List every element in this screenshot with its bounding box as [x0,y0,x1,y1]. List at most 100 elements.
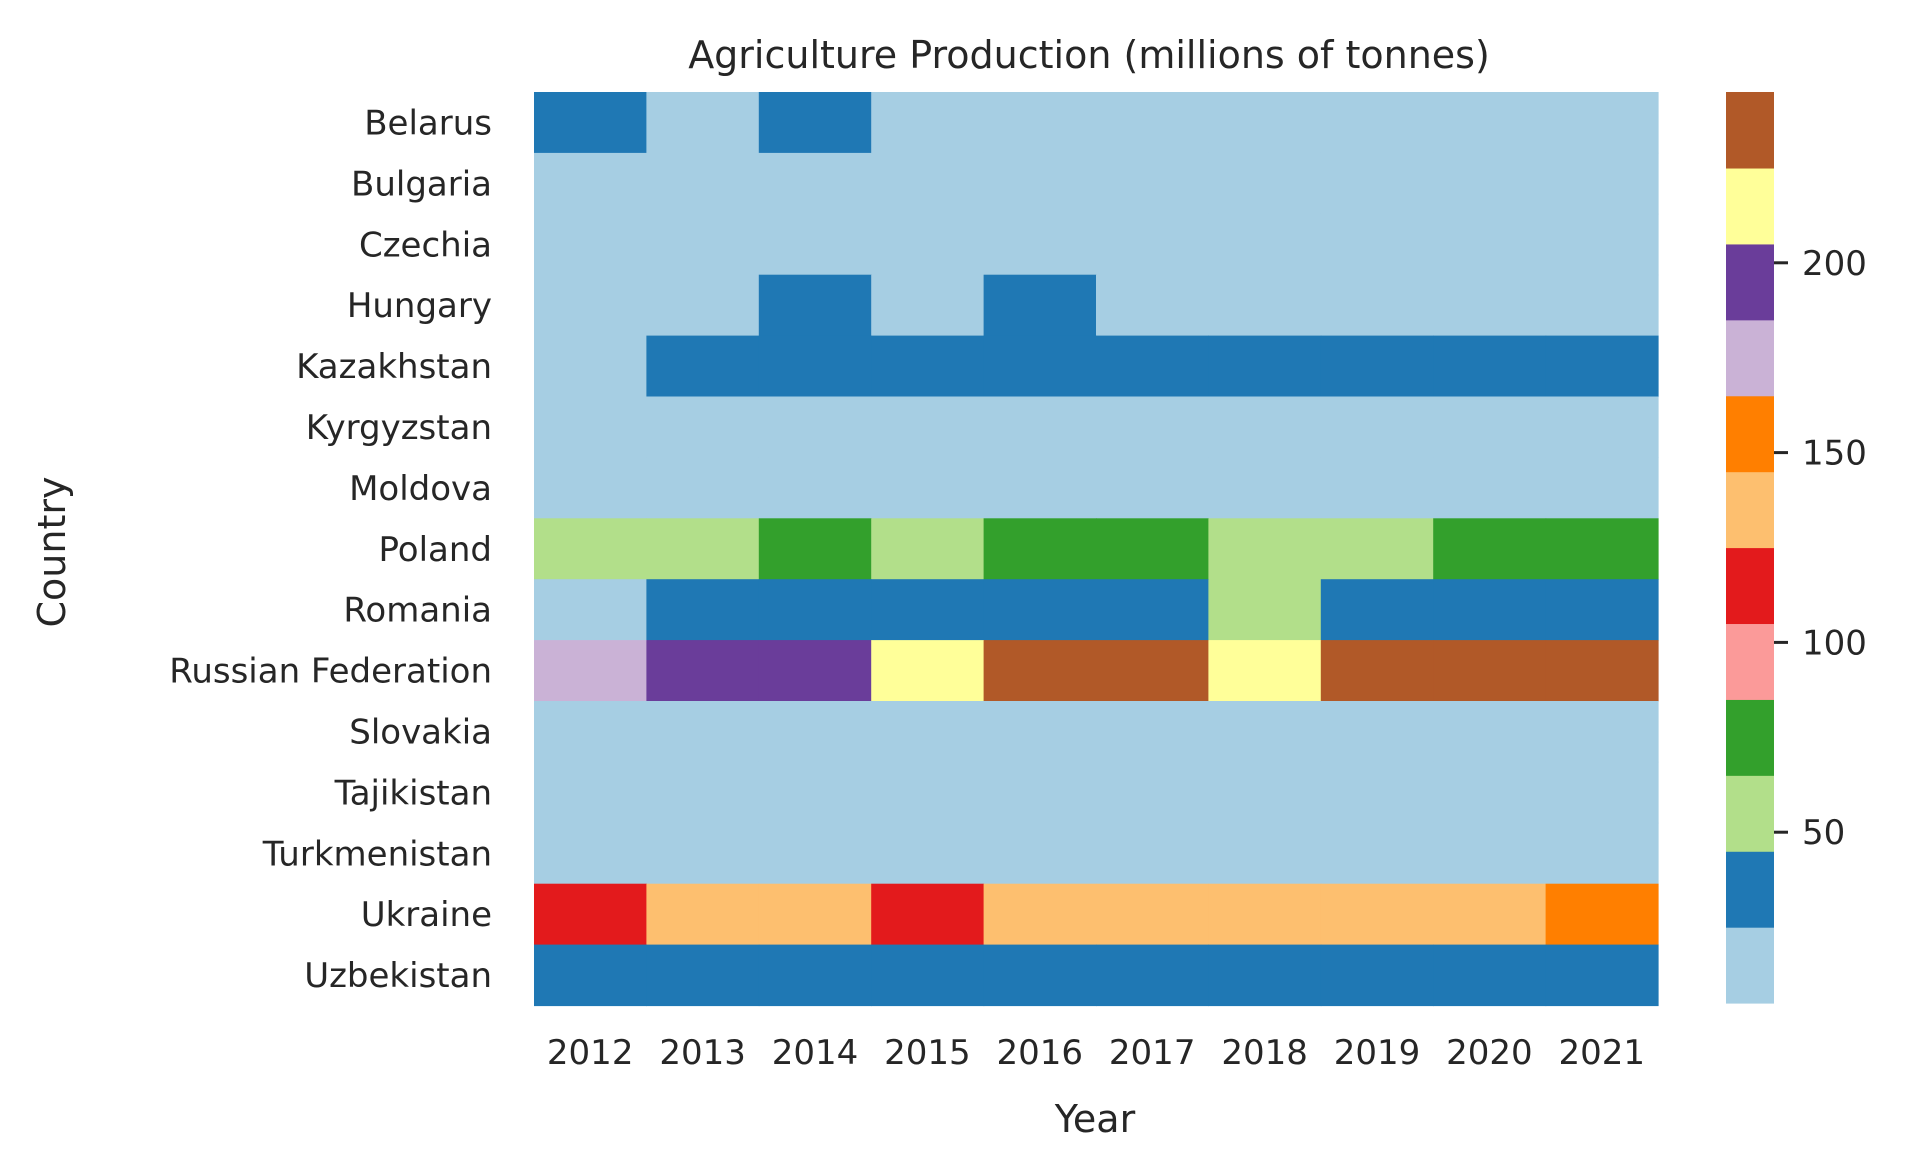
x-axis-label: Year [1054,1097,1136,1141]
heatmap-cell [983,822,1097,885]
heatmap-cell [871,152,985,215]
heatmap-cell [758,396,872,458]
heatmap-cell [983,152,1097,215]
colorbar-segment [1726,243,1774,321]
heatmap-cell [646,457,760,519]
heatmap-cell [871,274,985,337]
heatmap-cell [1320,944,1434,1007]
heatmap-cell [1433,335,1547,398]
x-tick-label: 2012 [547,1033,634,1073]
heatmap-cell [1545,640,1659,702]
heatmap-cell [758,579,872,641]
heatmap-cell [646,640,760,702]
heatmap-cell [983,640,1097,702]
y-tick-label: Ukraine [361,895,492,935]
heatmap-cell [1545,883,1659,946]
heatmap-cell [534,822,647,885]
x-tick-label: 2020 [1446,1033,1533,1073]
y-tick-label: Belarus [364,103,492,143]
heatmap-cell [534,335,647,398]
heatmap-cell [1320,518,1434,580]
heatmap-cell [1208,822,1322,885]
heatmap-cell [1320,822,1434,885]
colorbar-segment [1726,851,1774,928]
heatmap-cell [1320,213,1434,276]
heatmap-cell [1208,92,1322,154]
heatmap-cell [871,883,985,946]
heatmap-cell [758,640,872,702]
heatmap-cell [646,92,760,154]
heatmap-cell [758,701,872,763]
heatmap-cell [871,761,985,824]
heatmap-cell [1320,457,1434,519]
heatmap-cell [1545,822,1659,885]
y-tick-label: Moldova [349,469,492,509]
x-tick-label: 2019 [1334,1033,1421,1073]
colorbar-segment [1726,547,1774,625]
heatmap-cell [1433,944,1547,1007]
y-tick-label: Tajikistan [334,773,492,813]
heatmap-cell [1208,640,1322,702]
heatmap-cell [983,335,1097,398]
heatmap-cell [871,335,985,398]
heatmap-cell [1545,457,1659,519]
heatmap-cell [646,152,760,215]
heatmap-cell [534,213,647,276]
heatmap-cell [983,457,1097,519]
heatmap-cell [871,640,985,702]
colorbar-segment [1726,319,1774,397]
chart-title: Agriculture Production (millions of tonn… [688,33,1490,77]
heatmap-cell [534,457,647,519]
heatmap-cell [1433,822,1547,885]
heatmap-cell [1096,152,1209,215]
heatmap-cell [871,822,985,885]
heatmap-cell [1096,457,1209,519]
heatmap-cell [1545,335,1659,398]
heatmap-cell [1433,701,1547,763]
heatmap-cell [646,274,760,337]
heatmap-cell [983,518,1097,580]
heatmap-cell [1096,335,1209,398]
y-tick-label: Romania [343,591,492,631]
heatmap-cell [1096,883,1209,946]
heatmap-cell [1096,822,1209,885]
heatmap-cell [871,518,985,580]
heatmap-cell [534,640,647,702]
y-axis-label: Country [30,477,74,628]
heatmap-cell [1208,944,1322,1007]
heatmap-cell [1096,92,1209,154]
heatmap-cell [871,396,985,458]
colorbar-segment [1726,927,1774,1004]
heatmap-cell [1320,640,1434,702]
heatmap-cell [1433,92,1547,154]
y-tick-label: Slovakia [349,712,492,752]
heatmap-cell [1320,761,1434,824]
heatmap-cell [1208,396,1322,458]
heatmap-cell [871,92,985,154]
x-tick-label: 2013 [659,1033,746,1073]
heatmap-cell [758,761,872,824]
colorbar-tick-label: 100 [1802,623,1867,663]
heatmap-cell [1320,152,1434,215]
heatmap-cell [534,701,647,763]
heatmap-cell [1096,396,1209,458]
heatmap-cell [646,335,760,398]
heatmap-cell [983,213,1097,276]
heatmap-cell [1096,640,1209,702]
heatmap-cell [983,92,1097,154]
heatmap-cell [1433,579,1547,641]
x-tick-labels: 2012 2013 2014 2015 2016 2017 2018 2019 2020 2021 [547,1033,1645,1073]
heatmap-cell [1096,518,1209,580]
heatmap-cell [534,396,647,458]
heatmap-cell [1320,92,1434,154]
heatmap-cell [1545,152,1659,215]
heatmap-cell [1545,579,1659,641]
heatmap-cell [1433,213,1547,276]
heatmap-cell [1208,518,1322,580]
y-tick-label: Poland [378,530,492,570]
heatmap-cell [1208,883,1322,946]
y-tick-labels: Belarus Bulgaria Czechia Hungary Kazakhstan K… [169,103,492,996]
heatmap-cell [983,701,1097,763]
x-tick-label: 2015 [884,1033,971,1073]
colorbar-ticks: 50 100 150 200 [1774,244,1867,853]
